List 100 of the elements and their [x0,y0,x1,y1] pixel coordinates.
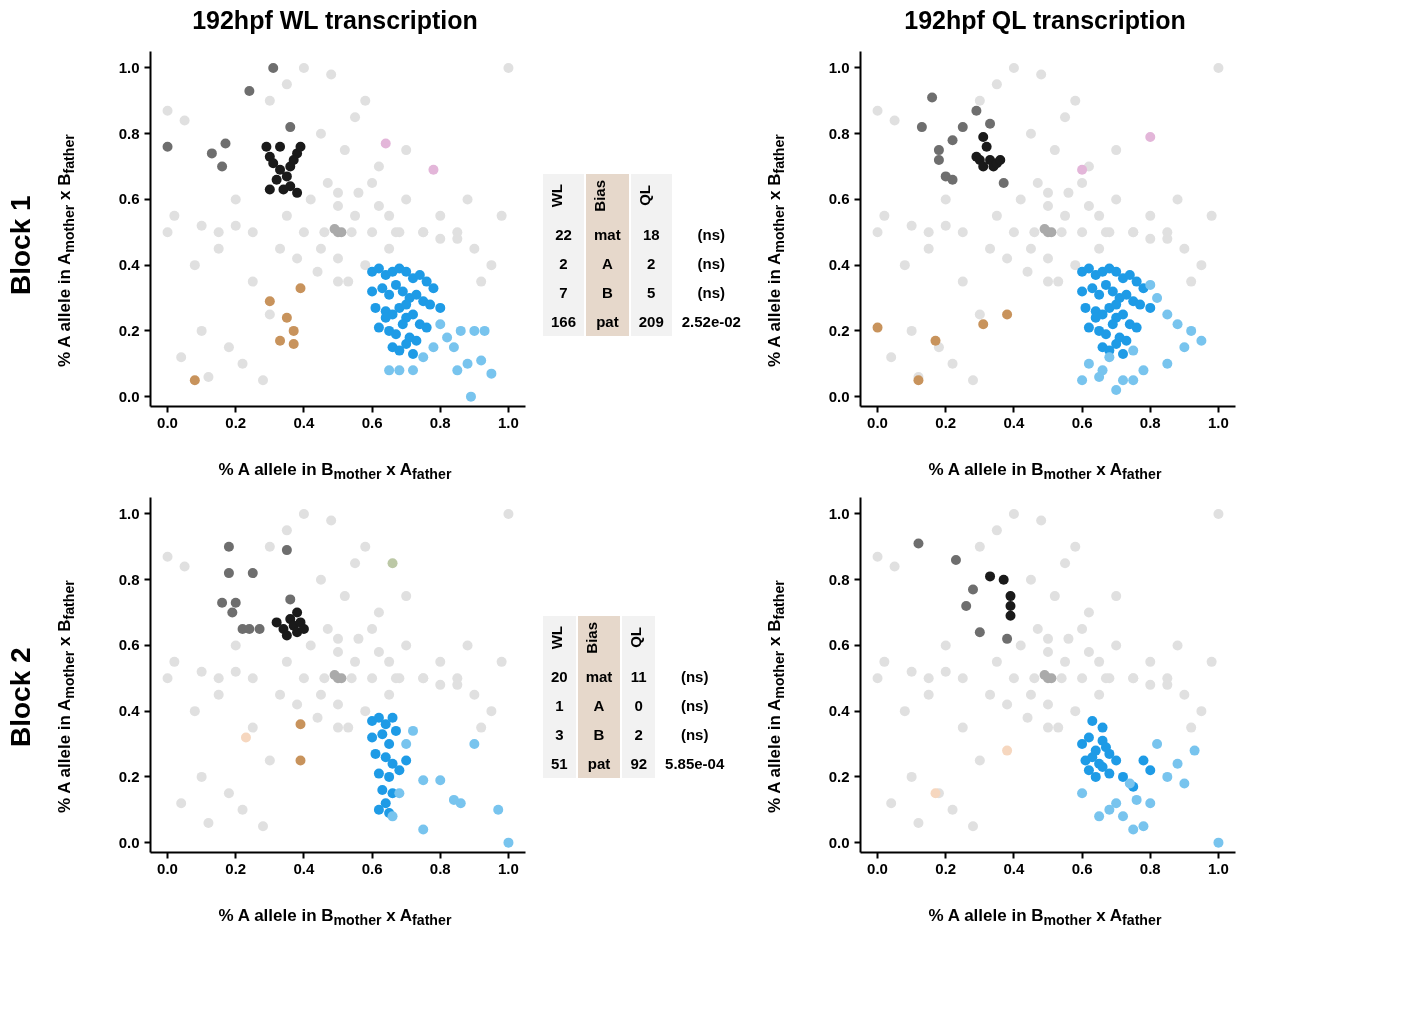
point [206,148,217,159]
point [380,719,391,730]
x-tick-label: 0.0 [157,413,178,431]
point [913,375,924,386]
x-tick-label: 0.4 [293,413,315,431]
point [1077,164,1088,175]
point [1083,358,1094,369]
point [425,299,436,310]
point [1005,610,1016,621]
text: (ns) [697,255,726,273]
point [408,365,418,376]
point [384,365,395,376]
point [421,276,432,287]
point [384,289,395,300]
text: 2.52e-02 [681,313,741,331]
x-tick-label: 0.0 [157,859,178,877]
point [1152,739,1163,750]
point [1111,299,1122,310]
point [418,775,429,786]
text: pat [596,313,619,331]
point [1131,794,1142,805]
point [1077,286,1088,297]
text: 1 [555,697,564,715]
point [275,141,286,152]
point [1005,600,1016,611]
point [380,752,391,763]
y-tick-label: 0.0 [828,387,850,405]
point [162,141,173,152]
y-tick-label: 1.0 [118,504,140,522]
point [916,122,927,133]
point [927,92,938,103]
point [1111,266,1122,277]
y-tick-label: 1.0 [118,58,140,76]
point [1172,758,1183,769]
point [1135,299,1146,310]
point [1152,293,1163,304]
point [1121,335,1132,346]
point [1100,742,1111,753]
text: 20 [551,668,568,686]
point [367,732,378,743]
point [1128,824,1139,835]
point [367,286,378,297]
point [476,355,487,366]
point [1111,339,1122,350]
point [442,332,453,343]
point [373,768,384,779]
text: mat [594,226,621,244]
point [401,339,412,350]
point [1111,798,1122,809]
point [418,352,429,363]
point [1128,345,1139,356]
point [1083,732,1094,743]
point [1077,739,1088,750]
x-tick-label: 0.0 [867,859,888,877]
point [1128,375,1139,386]
point [933,154,944,165]
y-tick-label: 0.4 [118,256,141,274]
point [401,755,412,766]
x-axis-title: % A allele in B$_{mother}$ x A$_{father}$ [927,906,1163,930]
point [408,348,418,359]
point [1196,335,1207,346]
text: Block 1 [5,194,37,297]
point [223,541,234,552]
point [1118,309,1128,320]
point [1118,348,1128,359]
point [933,145,944,156]
point [974,627,985,638]
point [1083,322,1094,333]
x-tick-label: 1.0 [498,413,519,431]
point [295,141,306,152]
y-tick-label: 1.0 [828,58,850,76]
point [377,283,388,294]
point [995,154,1006,165]
text: B [601,284,613,302]
y-tick-label: 0.4 [118,702,141,720]
point [1094,371,1105,382]
point [217,161,228,172]
point [1002,633,1013,644]
category-label: WL [548,625,565,650]
point [271,174,282,185]
point [971,105,982,116]
point [240,732,251,743]
point [261,141,272,152]
y-tick-label: 0.6 [828,636,850,654]
chart-title: 192hpf WL transcription [191,5,479,35]
point [486,368,497,379]
point [411,335,422,346]
point [390,725,401,736]
point [230,597,241,608]
point [397,319,408,330]
point [1100,279,1111,290]
text: (ns) [697,284,726,302]
point [985,571,996,582]
point [411,289,422,300]
y-tick-label: 0.8 [118,570,140,588]
point [428,342,439,353]
y-tick-label: 0.6 [118,636,140,654]
point [998,177,1009,188]
point [1111,385,1122,396]
point [978,131,989,142]
